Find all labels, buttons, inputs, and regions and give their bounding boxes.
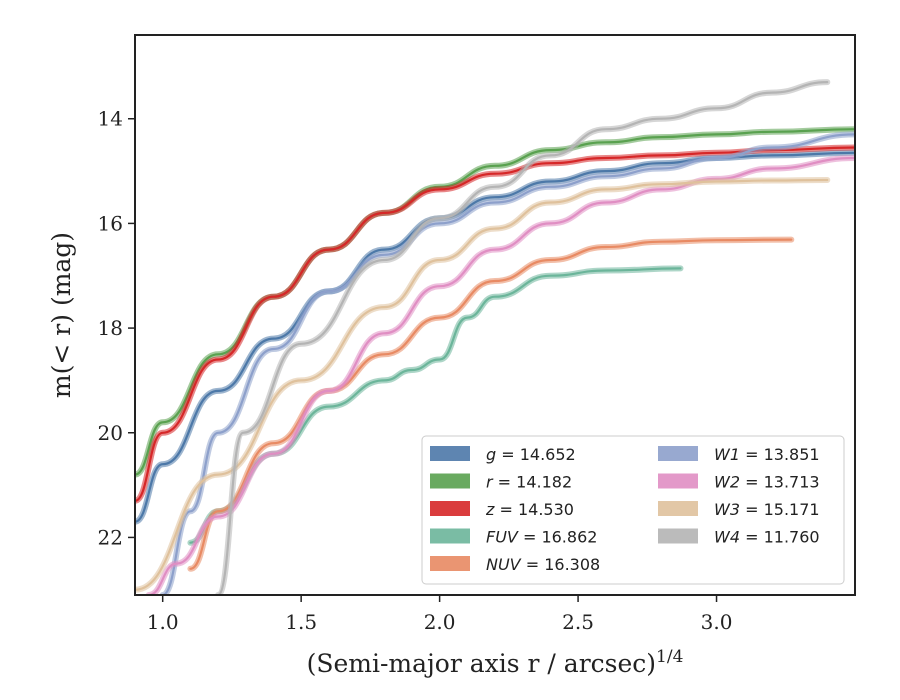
legend-item-r: r = 14.182 — [430, 473, 572, 492]
series-w3 — [135, 177, 831, 593]
legend-label: W2 = 13.713 — [714, 473, 820, 492]
legend-box — [421, 435, 845, 585]
series-line-w1 — [161, 133, 855, 595]
legend: g = 14.652 r = 14.182 z = 14.530 FUV = 16.8… — [421, 435, 845, 585]
legend-label: g = 14.652 — [486, 445, 576, 464]
legend-item-nuv: NUV = 16.308 — [430, 555, 600, 574]
legend-swatch — [658, 528, 698, 544]
legend-item-g: g = 14.652 — [430, 445, 576, 464]
x-tick-label: 2.5 — [562, 610, 594, 634]
legend-label: NUV = 16.308 — [486, 555, 600, 574]
series-w4 — [215, 79, 831, 595]
legend-label: FUV = 16.862 — [486, 528, 597, 547]
legend-swatch — [430, 473, 470, 489]
legend-item-z: z = 14.530 — [430, 500, 574, 519]
y-tick-label: 18 — [98, 316, 123, 340]
legend-swatch — [430, 528, 470, 544]
x-axis: 1.0 1.5 2.0 2.5 3.0 — [147, 595, 733, 634]
curves-layer — [135, 79, 855, 595]
legend-swatch — [658, 473, 698, 489]
series-w1 — [159, 131, 855, 595]
y-tick-label: 22 — [98, 525, 123, 549]
series-nuv — [187, 236, 795, 572]
x-tick-label: 1.0 — [147, 610, 179, 634]
legend-swatch — [430, 501, 470, 516]
legend-item-fuv: FUV = 16.862 — [430, 528, 597, 547]
series-z — [135, 144, 855, 504]
series-line-w4 — [217, 81, 829, 595]
y-tick-label: 14 — [98, 107, 123, 131]
legend-item-w1: W1 = 13.851 — [658, 445, 820, 464]
series-line-nuv — [189, 238, 793, 570]
legend-swatch — [430, 446, 470, 461]
legend-label: W4 = 11.760 — [714, 528, 820, 547]
legend-item-w3: W3 = 15.171 — [658, 500, 820, 519]
legend-label: W1 = 13.851 — [714, 445, 820, 464]
y-axis: 14 16 18 20 22 — [98, 107, 135, 549]
y-tick-label: 16 — [98, 211, 123, 235]
legend-swatch — [658, 501, 698, 516]
series-line-w3 — [135, 178, 829, 591]
series-line-z — [135, 146, 855, 502]
x-tick-label: 2.0 — [424, 610, 456, 634]
legend-label: W3 = 15.171 — [714, 500, 820, 519]
x-tick-label: 1.5 — [285, 610, 317, 634]
legend-item-w4: W4 = 11.760 — [658, 528, 820, 547]
plot-frame — [134, 34, 856, 596]
legend-label: z = 14.530 — [485, 500, 574, 519]
y-tick-label: 20 — [98, 421, 123, 445]
legend-swatch — [658, 446, 698, 461]
x-axis-label: (Semi-major axis r / arcsec)1/4 — [307, 647, 684, 678]
y-axis-label: m(< r) (mag) — [47, 232, 76, 398]
legend-item-w2: W2 = 13.713 — [658, 473, 820, 492]
legend-label: r = 14.182 — [486, 473, 572, 492]
x-tick-label: 3.0 — [701, 610, 733, 634]
legend-swatch — [430, 556, 470, 571]
